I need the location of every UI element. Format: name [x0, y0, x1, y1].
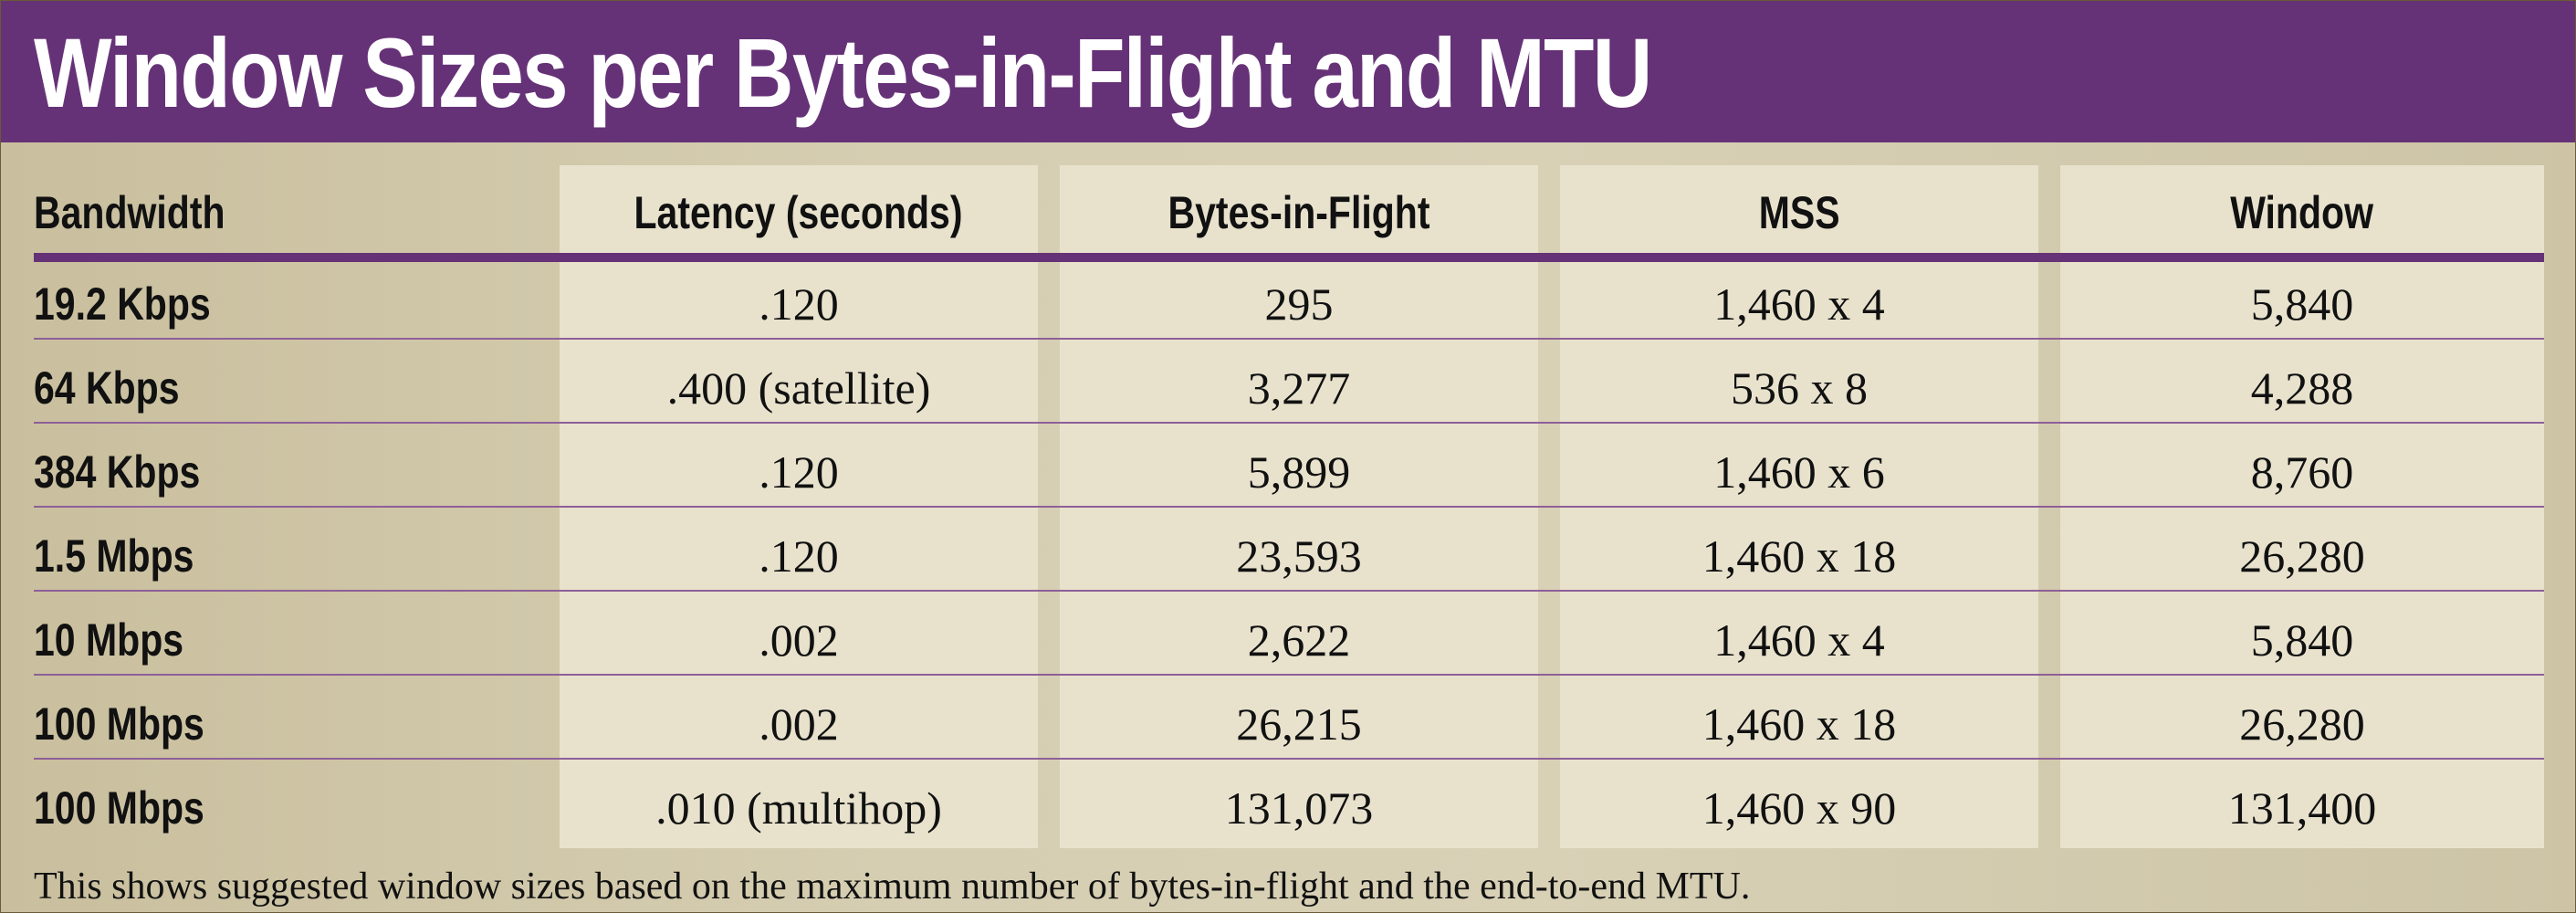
bytes-in-flight-cell: 131,073: [1224, 782, 1374, 834]
window-cell: 26,280: [2239, 698, 2365, 750]
mss-cell: 1,460 x 4: [1713, 278, 1885, 330]
window-cell: 131,400: [2227, 782, 2377, 834]
mss-cell: 536 x 8: [1731, 362, 1868, 414]
mss-cell: 1,460 x 4: [1713, 614, 1885, 666]
header-divider: [34, 253, 2544, 262]
table-row: 100 Mbps .010 (multihop) 131,073 1,460 x…: [1, 766, 2575, 850]
column-header-bandwidth: Bandwidth: [34, 187, 225, 238]
column-header-bytes-in-flight: Bytes-in-Flight: [1168, 187, 1430, 238]
column-header-window: Window: [2230, 187, 2374, 238]
bandwidth-cell: 384 Kbps: [34, 446, 201, 498]
row-divider: [34, 338, 2544, 340]
mss-cell: 1,460 x 90: [1702, 782, 1897, 834]
latency-cell: .120: [759, 278, 839, 330]
table-row: 384 Kbps .120 5,899 1,460 x 6 8,760: [1, 430, 2575, 514]
table-row: 64 Kbps .400 (satellite) 3,277 536 x 8 4…: [1, 346, 2575, 430]
table-row: 10 Mbps .002 2,622 1,460 x 4 5,840: [1, 598, 2575, 682]
mss-cell: 1,460 x 18: [1702, 530, 1897, 582]
row-divider: [34, 506, 2544, 508]
mss-cell: 1,460 x 6: [1713, 446, 1885, 498]
page-title: Window Sizes per Bytes-in-Flight and MTU: [34, 17, 1652, 128]
bandwidth-cell: 100 Mbps: [34, 782, 204, 834]
mss-cell: 1,460 x 18: [1702, 698, 1897, 750]
bytes-in-flight-cell: 5,899: [1247, 446, 1351, 498]
latency-cell: .120: [759, 530, 839, 582]
row-divider: [34, 590, 2544, 592]
bytes-in-flight-cell: 2,622: [1247, 614, 1351, 666]
bandwidth-cell: 1.5 Mbps: [34, 530, 194, 582]
bandwidth-cell: 10 Mbps: [34, 614, 184, 666]
bytes-in-flight-cell: 23,593: [1236, 530, 1362, 582]
latency-cell: .002: [759, 614, 839, 666]
window-cell: 4,288: [2250, 362, 2354, 414]
window-cell: 26,280: [2239, 530, 2365, 582]
bytes-in-flight-cell: 3,277: [1247, 362, 1351, 414]
bytes-in-flight-cell: 26,215: [1236, 698, 1362, 750]
window-cell: 8,760: [2250, 446, 2354, 498]
bandwidth-cell: 64 Kbps: [34, 362, 180, 414]
table-caption: This shows suggested window sizes based …: [34, 866, 1751, 908]
table-row: 19.2 Kbps .120 295 1,460 x 4 5,840: [1, 262, 2575, 346]
window-cell: 5,840: [2250, 278, 2354, 330]
row-divider: [34, 758, 2544, 760]
latency-cell: .002: [759, 698, 839, 750]
row-divider: [34, 674, 2544, 676]
bandwidth-cell: 100 Mbps: [34, 698, 204, 750]
table-row: 1.5 Mbps .120 23,593 1,460 x 18 26,280: [1, 514, 2575, 598]
title-bar: Window Sizes per Bytes-in-Flight and MTU: [1, 1, 2575, 142]
latency-cell: .120: [759, 446, 839, 498]
table-row: 100 Mbps .002 26,215 1,460 x 18 26,280: [1, 682, 2575, 766]
latency-cell: .400 (satellite): [666, 362, 931, 414]
bytes-in-flight-cell: 295: [1264, 278, 1334, 330]
column-header-latency: Latency (seconds): [634, 187, 963, 238]
window-cell: 5,840: [2250, 614, 2354, 666]
latency-cell: .010 (multihop): [655, 782, 942, 834]
column-header-mss: MSS: [1758, 187, 1840, 238]
row-divider: [34, 422, 2544, 424]
bandwidth-cell: 19.2 Kbps: [34, 278, 211, 330]
